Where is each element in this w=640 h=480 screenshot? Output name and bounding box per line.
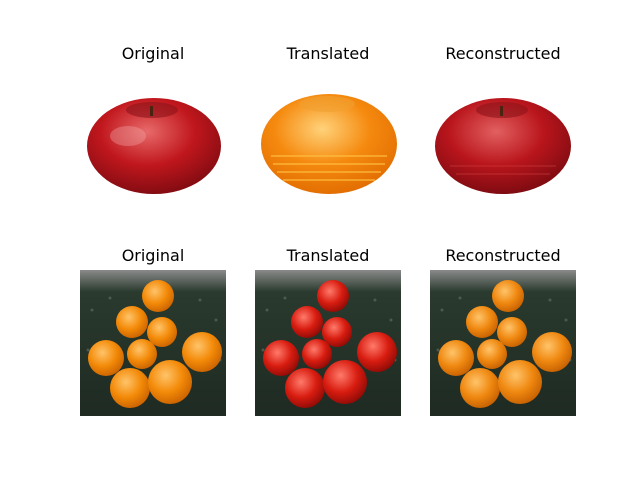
panel-title-r1c1: Original [121,44,185,63]
panel-title-r1c2: Translated [286,44,370,63]
panel-title-r2c2: Translated [286,246,370,265]
oranges-original-image [80,270,226,416]
oranges-translated-image [255,270,401,416]
panel-title-r2c1: Original [121,246,185,265]
panel-title-r1c3: Reconstructed [445,44,561,63]
apple-reconstructed-image [430,70,576,216]
panel-title-r2c3: Reconstructed [445,246,561,265]
apple-translated-image [255,70,401,216]
oranges-reconstructed-image [430,270,576,416]
apple-original-image [80,70,226,216]
